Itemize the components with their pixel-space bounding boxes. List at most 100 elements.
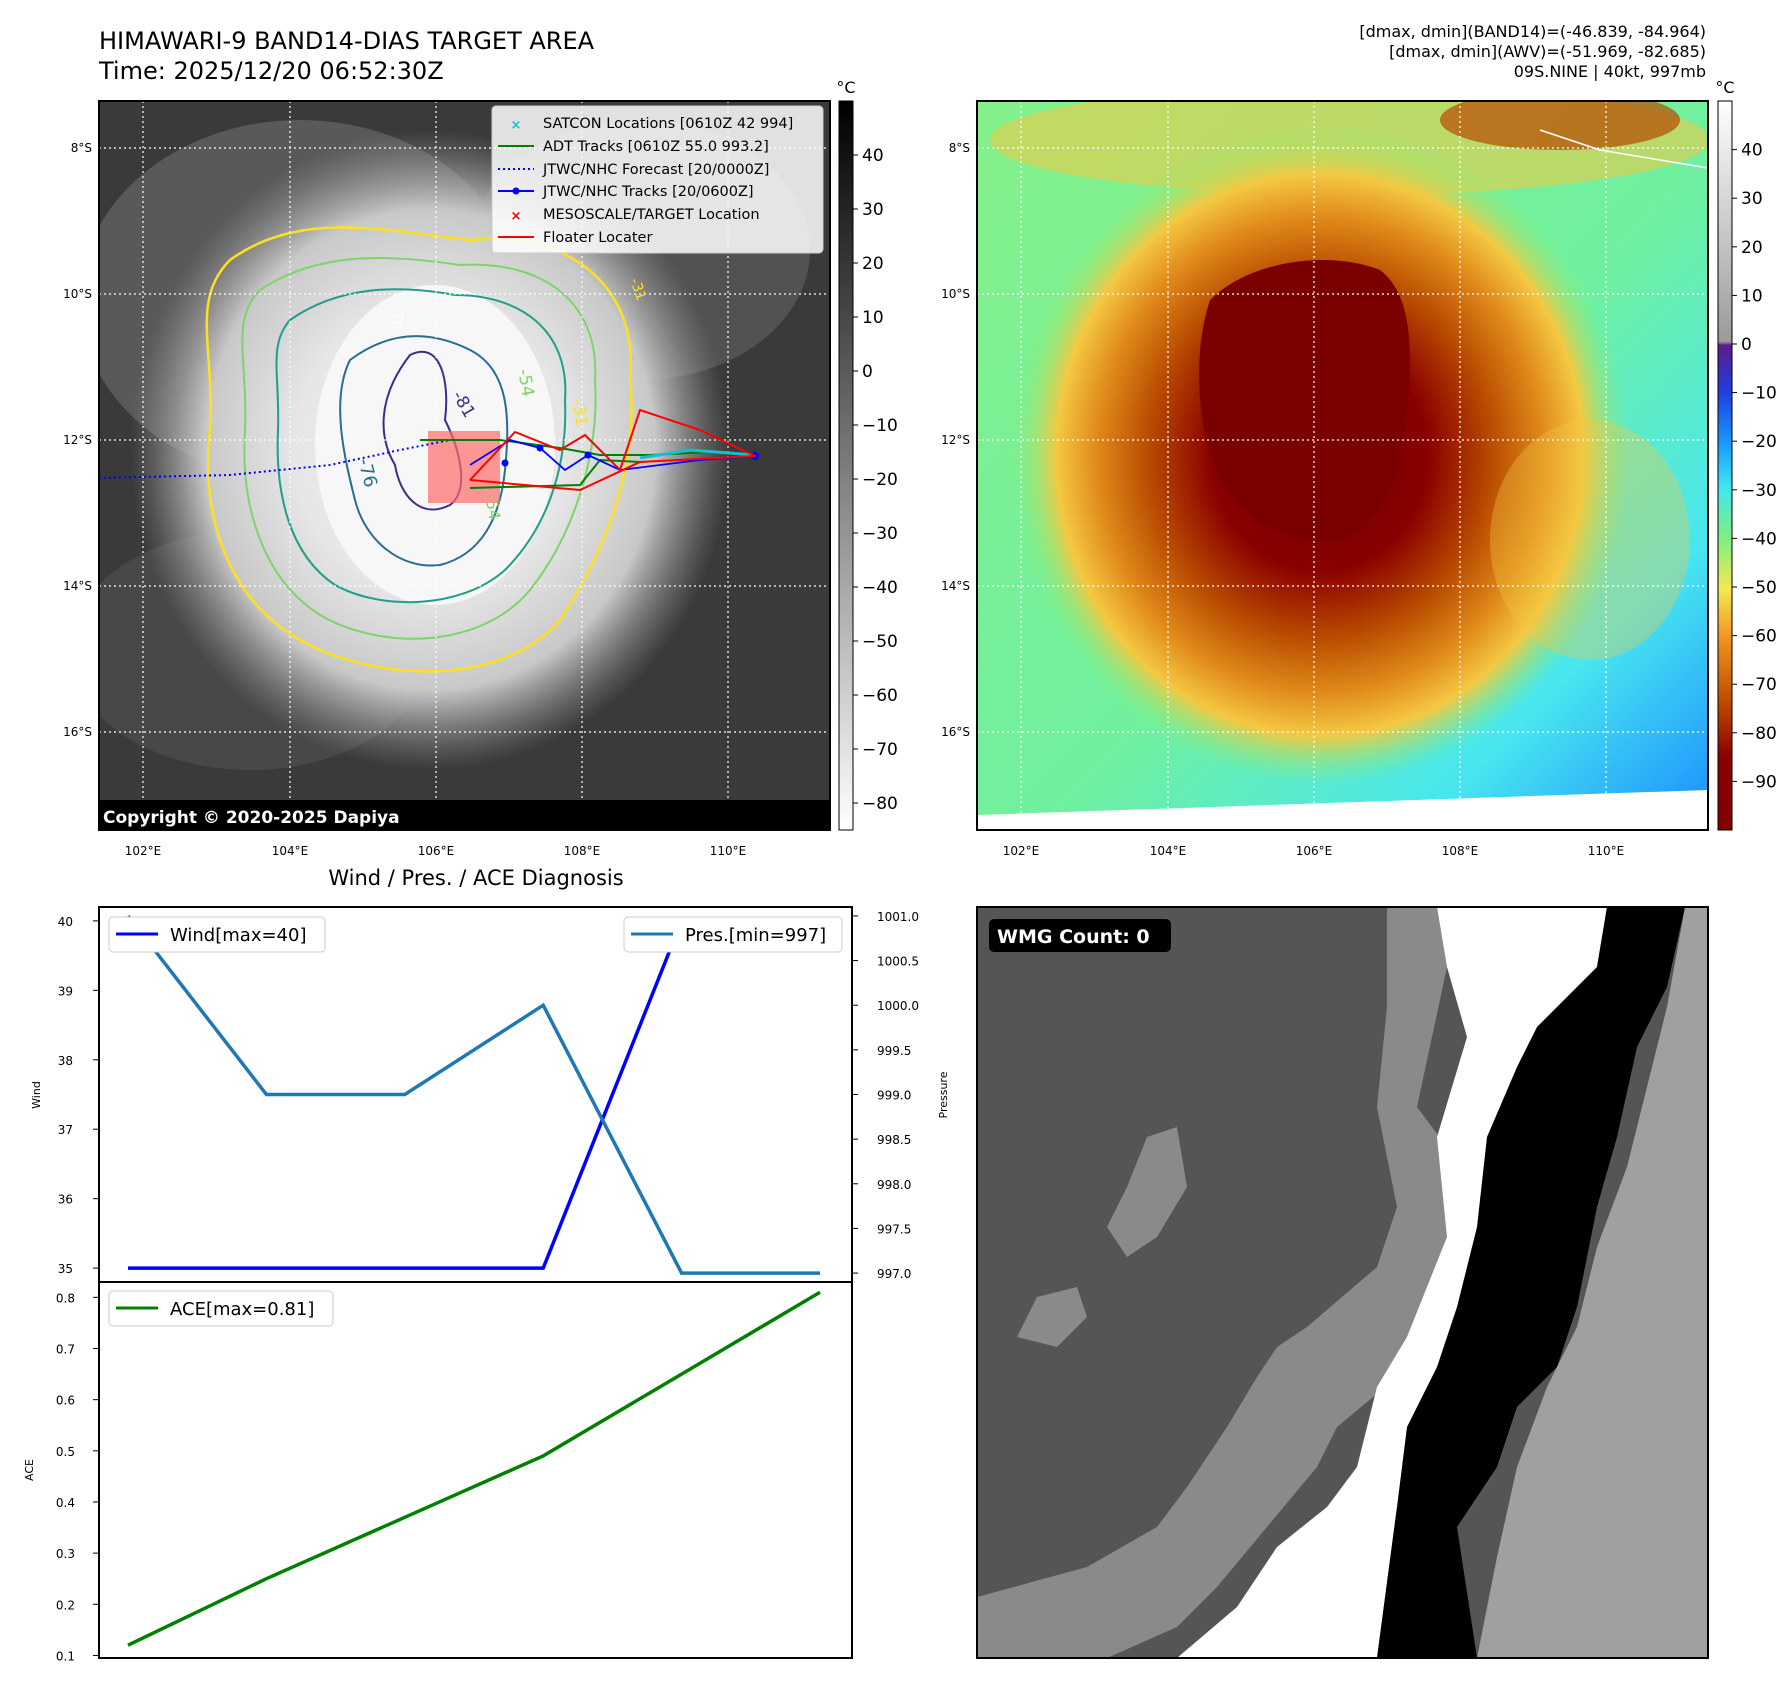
color-colorbar-tick-label: −80 [1741, 724, 1777, 744]
wind-axis-label: Wind [30, 1081, 43, 1109]
ir-legend: × SATCON Locations [0610Z 42 994] ADT Tr… [491, 105, 824, 254]
color-colorbar-tick-label: −90 [1741, 772, 1777, 792]
pressure-legend-label: Pres.[min=997] [685, 925, 826, 946]
color-lat-label: 10°S [941, 287, 970, 301]
ir-lat-label: 8°S [71, 141, 92, 155]
color-lon-label: 108°E [1442, 844, 1479, 858]
figure-info: [dmax, dmin](BAND14)=(-46.839, -84.964) … [1359, 22, 1706, 82]
ir-colorbar-tick-label: 10 [862, 308, 884, 328]
pressure-tick-label: 997.0 [877, 1267, 911, 1281]
pressure-legend: Pres.[min=997] [623, 916, 843, 953]
contour-label-4: -54 [513, 367, 538, 398]
legend-label-jtwc-forecast: JTWC/NHC Forecast [20/0000Z] [542, 162, 769, 178]
color-lon-label: 110°E [1588, 844, 1625, 858]
ir-lat-label: 16°S [63, 725, 92, 739]
color-colorbar-tick-label: −70 [1741, 675, 1777, 695]
color-lat-label: 14°S [941, 579, 970, 593]
color-colorbar-tick-label: −60 [1741, 627, 1777, 647]
contour-label-7: -54 [481, 492, 504, 521]
color-colorbar-tick-label: −40 [1741, 529, 1777, 549]
color-colorbar-tick-label: −50 [1741, 578, 1777, 598]
color-colorbar-tick-label: −20 [1741, 432, 1777, 452]
info-storm: 09S.NINE | 40kt, 997mb [1513, 62, 1706, 81]
color-lon-labels: 102°E 104°E 106°E 108°E 110°E [1003, 844, 1625, 858]
pressure-tick-label: 999.5 [877, 1044, 911, 1058]
contour-label-5: -31 [567, 397, 592, 428]
color-colorbar-tick-label: 30 [1741, 189, 1763, 209]
ir-map-panel: -81 -76 -81 -54 -31 -31 -54 Copyright © … [63, 78, 898, 858]
ir-lon-label: 106°E [418, 844, 455, 858]
ir-colorbar-tick-label: 0 [862, 362, 873, 382]
legend-mesoscale-marker-x: × [511, 209, 522, 224]
copyright-text: Copyright © 2020-2025 Dapiya [103, 808, 400, 828]
jtwc-forecast-track [99, 439, 451, 479]
jtwc-track [469, 439, 756, 472]
ace-legend-label: ACE[max=0.81] [170, 1299, 314, 1320]
legend-item-floater: Floater Locater [498, 230, 652, 246]
floater-locater-track [469, 408, 756, 492]
contour-minus31 [205, 226, 633, 673]
ace-tick-label: 0.3 [56, 1547, 75, 1561]
color-colorbar: °C 40 30 20 10 0 −10 −20 −30 −40 −50 −60 −70 −80 −90 [1715, 78, 1777, 831]
ir-colorbar-tick-label: −80 [862, 794, 898, 814]
ace-tick-label: 0.2 [56, 1598, 75, 1612]
ir-lon-label: 102°E [125, 844, 162, 858]
ace-tick-label: 0.4 [56, 1496, 75, 1510]
satcon-track [639, 448, 756, 460]
wmg-black-band [1377, 907, 1685, 1658]
legend-label-floater: Floater Locater [543, 230, 652, 246]
wind-tick-label: 37 [58, 1123, 73, 1137]
mesoscale-target-box [428, 431, 500, 503]
ace-frame [98, 1281, 853, 1659]
ir-colorbar-tick-label: −10 [862, 416, 898, 436]
ace-tick-label: 0.1 [56, 1649, 75, 1663]
coastline [1539, 129, 1708, 169]
color-colorbar-tick-label: 20 [1741, 238, 1763, 258]
ir-colorbar-tick-label: 30 [862, 200, 884, 220]
legend-item-adt: ADT Tracks [0610Z 55.0 993.2] [498, 139, 769, 155]
ace-tick-label: 0.6 [56, 1394, 75, 1408]
color-lon-label: 106°E [1296, 844, 1333, 858]
contour-minus65 [275, 288, 567, 604]
figure-title: HIMAWARI-9 BAND14-DIAS TARGET AREA Time:… [99, 26, 594, 86]
pressure-series-line [126, 914, 820, 1275]
color-lon-label: 104°E [1150, 844, 1187, 858]
ace-tick-label: 0.5 [56, 1445, 75, 1459]
color-lat-label: 16°S [941, 725, 970, 739]
wind-tick-label: 35 [58, 1262, 73, 1276]
ir-lon-labels: 102°E 104°E 106°E 108°E 110°E [125, 844, 747, 858]
pressure-tick-label: 997.5 [877, 1222, 911, 1236]
ir-colorbar-tick-label: −50 [862, 632, 898, 652]
color-map-frame [976, 100, 1709, 831]
contour-minus81 [382, 350, 463, 511]
color-lat-label: 12°S [941, 433, 970, 447]
wmg-white-band [1177, 907, 1607, 1658]
wmg-gray-band [977, 907, 1457, 1658]
ir-lon-label: 104°E [272, 844, 309, 858]
color-colorbar-tick-label: 10 [1741, 286, 1763, 306]
legend-label-jtwc-tracks: JTWC/NHC Tracks [20/0600Z] [542, 184, 754, 200]
ir-colorbar-tick-label: −40 [862, 578, 898, 598]
ace-legend: ACE[max=0.81] [108, 1290, 334, 1327]
contour-minus54 [241, 256, 597, 640]
color-map-panel: 102°E 104°E 106°E 108°E 110°E 8°S 10°S 1… [941, 78, 1777, 858]
title-satellite: HIMAWARI-9 BAND14-DIAS TARGET AREA [99, 27, 595, 55]
wind-legend-label: Wind[max=40] [170, 925, 307, 946]
wind-tick-label: 40 [58, 915, 73, 929]
ace-axis-label: ACE [23, 1459, 36, 1481]
color-gridlines [977, 101, 1708, 830]
color-lat-labels: 8°S 10°S 12°S 14°S 16°S [941, 141, 970, 739]
pressure-axis-label: Pressure [937, 1071, 950, 1118]
color-colorbar-tick-label: −30 [1741, 481, 1777, 501]
ir-colorbar-tick-label: −70 [862, 740, 898, 760]
ir-lat-labels: 8°S 10°S 12°S 14°S 16°S [63, 141, 92, 739]
wmg-frame [976, 906, 1709, 1659]
legend-item-mesoscale: × MESOSCALE/TARGET Location [511, 207, 760, 224]
legend-item-jtwc-forecast: JTWC/NHC Forecast [20/0000Z] [498, 162, 769, 178]
pressure-tick-label: 1001.0 [877, 910, 919, 924]
info-awv-range: [dmax, dmin](AWV)=(-51.969, -82.685) [1389, 42, 1706, 61]
wind-tick-label: 36 [58, 1193, 73, 1207]
ir-lon-label: 108°E [564, 844, 601, 858]
ir-lat-label: 14°S [63, 579, 92, 593]
